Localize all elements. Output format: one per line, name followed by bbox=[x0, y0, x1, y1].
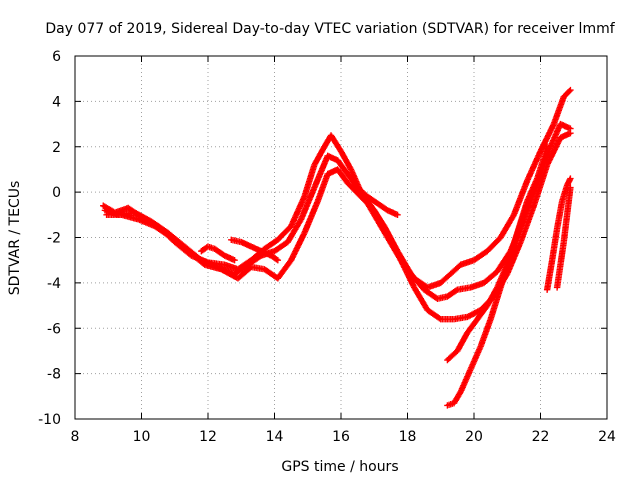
data-marks bbox=[100, 86, 574, 409]
y-tick-label: 4 bbox=[52, 94, 61, 110]
x-axis-title: GPS time / hours bbox=[281, 459, 398, 475]
y-tick-label: 0 bbox=[52, 185, 61, 201]
series-trace bbox=[355, 185, 400, 218]
y-tick-label: -4 bbox=[47, 276, 61, 292]
series-track-7 bbox=[553, 184, 574, 291]
y-tick-label: 6 bbox=[52, 49, 61, 65]
series-trace bbox=[544, 176, 573, 292]
series-trace bbox=[554, 185, 574, 289]
series-track-5 bbox=[444, 170, 544, 409]
y-tick-label: 2 bbox=[52, 140, 61, 156]
grid-lines bbox=[75, 56, 607, 419]
x-tick-label: 16 bbox=[332, 429, 350, 445]
x-tick-label: 20 bbox=[465, 429, 483, 445]
series-track-6 bbox=[543, 175, 574, 293]
plot-frame bbox=[74, 55, 608, 420]
chart-title: Day 077 of 2019, Sidereal Day-to-day VTE… bbox=[45, 21, 615, 37]
y-tick-label: -10 bbox=[38, 412, 61, 428]
x-tick-label: 12 bbox=[199, 429, 217, 445]
series-trace bbox=[229, 236, 280, 263]
series-track-4 bbox=[444, 143, 551, 364]
series-trace bbox=[101, 87, 573, 291]
series-track-8 bbox=[228, 236, 282, 264]
series-track-9 bbox=[354, 184, 401, 219]
series-trace bbox=[199, 243, 237, 263]
x-tick-label: 18 bbox=[399, 429, 417, 445]
x-tick-label: 8 bbox=[71, 429, 80, 445]
y-tick-label: -2 bbox=[47, 231, 61, 247]
y-axis-title: SDTVAR / TECUs bbox=[7, 181, 23, 296]
x-tick-label: 24 bbox=[598, 429, 616, 445]
x-tick-label: 22 bbox=[532, 429, 550, 445]
series-trace bbox=[445, 172, 544, 409]
x-tick-label: 14 bbox=[266, 429, 284, 445]
y-tick-label: -6 bbox=[47, 321, 61, 337]
series-track-10 bbox=[198, 243, 238, 264]
y-tick-label: -8 bbox=[47, 367, 61, 383]
series-trace bbox=[445, 145, 550, 363]
x-tick-label: 10 bbox=[133, 429, 151, 445]
